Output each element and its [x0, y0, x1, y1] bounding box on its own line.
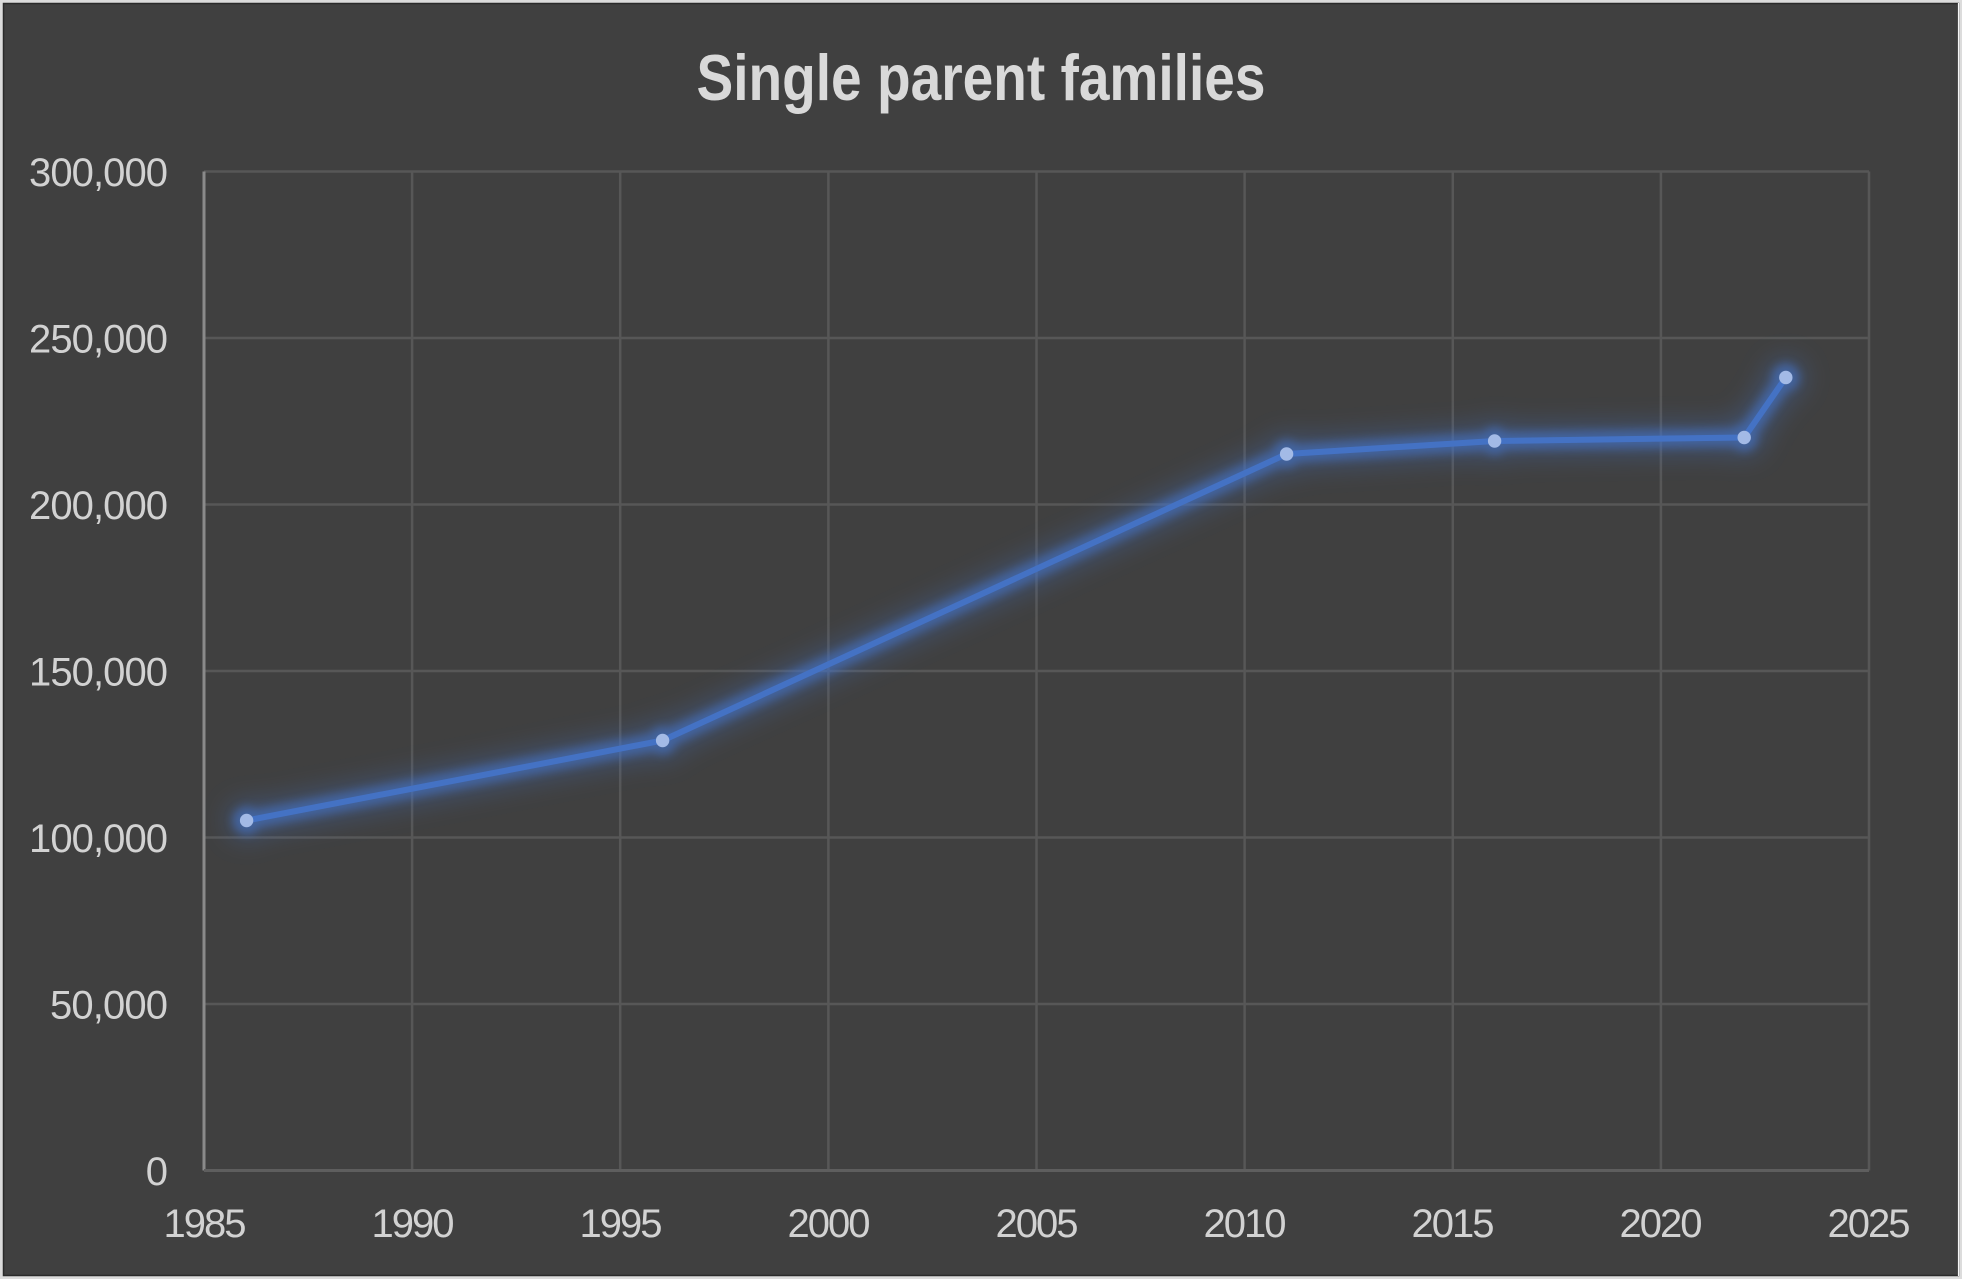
svg-text:250,000: 250,000 — [29, 318, 168, 362]
svg-text:2010: 2010 — [1204, 1202, 1287, 1246]
svg-text:2000: 2000 — [788, 1202, 871, 1246]
svg-text:2005: 2005 — [996, 1202, 1079, 1246]
svg-text:2015: 2015 — [1412, 1202, 1495, 1246]
svg-text:50,000: 50,000 — [50, 984, 168, 1028]
svg-text:2020: 2020 — [1620, 1202, 1703, 1246]
svg-text:2025: 2025 — [1828, 1202, 1911, 1246]
svg-text:0: 0 — [146, 1150, 168, 1194]
svg-text:Single parent families: Single parent families — [697, 41, 1266, 114]
svg-text:200,000: 200,000 — [29, 484, 168, 528]
svg-text:1995: 1995 — [580, 1202, 663, 1246]
svg-text:1990: 1990 — [372, 1202, 455, 1246]
svg-text:150,000: 150,000 — [29, 651, 168, 695]
svg-text:100,000: 100,000 — [29, 817, 168, 861]
svg-text:300,000: 300,000 — [29, 151, 168, 195]
svg-text:1985: 1985 — [164, 1202, 247, 1246]
